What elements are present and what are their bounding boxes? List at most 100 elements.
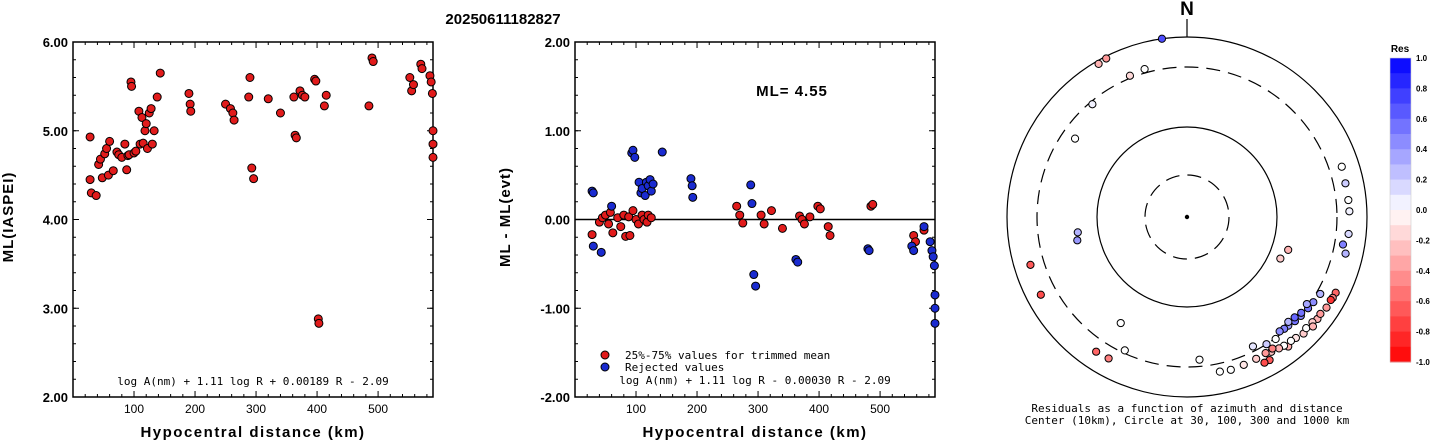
res-xtick-label: 200 <box>687 402 707 416</box>
station-residual-point <box>1286 336 1296 345</box>
ml-vs-distance-points <box>85 53 438 328</box>
ml-point-red <box>249 174 259 184</box>
ml-point-red <box>275 108 285 118</box>
ml-point-red <box>122 165 132 175</box>
ml-point-red <box>291 133 301 143</box>
colorbar-tick-label: 0.6 <box>1416 115 1428 124</box>
ring-300km <box>1036 66 1338 368</box>
ml-point-red <box>147 139 157 149</box>
res-point-blue <box>640 191 650 201</box>
colorbar-tick-label: 1.0 <box>1416 54 1428 63</box>
colorbar-segment <box>1390 194 1411 211</box>
colorbar-segment <box>1390 73 1411 89</box>
ml-xtick-label: 300 <box>246 402 266 416</box>
station-residual-point <box>1226 365 1235 374</box>
colorbar-tick-label: -0.8 <box>1416 328 1430 337</box>
map-caption-line1: Residuals as a function of azimuth and d… <box>1031 402 1342 415</box>
res-point-red <box>628 206 638 216</box>
res-point-blue <box>747 199 757 209</box>
station-residual-point <box>1252 354 1261 363</box>
res-point-blue <box>749 270 759 280</box>
station-residual-point <box>1341 249 1350 258</box>
colorbar-segment <box>1390 103 1411 120</box>
legend-red-label: 25%-75% values for trimmed mean <box>625 349 830 362</box>
station-residual-point <box>1036 290 1045 299</box>
res-ytick-label: -2.00 <box>540 390 570 405</box>
station-residual-point <box>1120 346 1129 355</box>
ml-ytick-label: 6.00 <box>43 35 68 50</box>
ml-xtick-label: 400 <box>307 402 327 416</box>
magnitude-annotation: ML= 4.55 <box>756 83 828 100</box>
ml-point-red <box>244 92 254 102</box>
res-point-blue <box>925 237 935 247</box>
res-point-red <box>625 230 635 240</box>
res-ytick-label: 2.00 <box>545 35 570 50</box>
res-point-blue <box>930 318 940 328</box>
north-label: N <box>1180 0 1194 20</box>
station-residual-point <box>1268 344 1277 353</box>
station-residual-point <box>1316 289 1325 299</box>
ml-vs-distance-axes: 100 200 300 400 500 2.00 3.00 4.00 5.00 6.00 <box>43 35 434 416</box>
residual-formula: log A(nm) + 1.11 log R - 0.00030 R - 2.0… <box>619 374 891 387</box>
station-residual-point <box>1344 195 1353 205</box>
ml-point-red <box>289 92 299 102</box>
colorbar-frame <box>1389 57 1412 363</box>
ml-point-red <box>247 163 257 173</box>
ml-point-red <box>417 64 427 74</box>
station-residual-point <box>1302 324 1311 333</box>
station-residual-point <box>1284 245 1293 254</box>
colorbar-segment <box>1390 179 1411 196</box>
res-point-blue <box>746 180 756 190</box>
station-residual-point <box>1326 295 1335 305</box>
res-point-red <box>815 204 825 214</box>
station-residual-point <box>1215 367 1224 376</box>
ml-vs-distance-ylabel: ML(IASPEI) <box>0 172 17 263</box>
station-residual-point <box>1125 71 1135 80</box>
res-point-blue <box>919 222 929 232</box>
res-ytick-label: -1.00 <box>540 301 570 316</box>
ml-point-red <box>428 139 438 149</box>
res-point-red <box>608 228 618 238</box>
colorbar-tick-label: 0.8 <box>1416 84 1428 93</box>
ml-point-red <box>368 57 378 67</box>
ring-30km <box>1144 174 1230 260</box>
station-residual-point <box>1344 229 1353 239</box>
residual-vs-distance-chart: 100 200 300 400 500 -2.00 -1.00 0.00 1.00 2.00 ML… <box>497 35 940 441</box>
res-point-blue <box>630 152 640 162</box>
colorbar-segment <box>1390 134 1411 150</box>
ring-100km <box>1096 126 1278 308</box>
res-xtick-label: 500 <box>870 402 890 416</box>
station-residual-point <box>1341 179 1350 188</box>
ml-point-red <box>141 119 151 129</box>
res-point-red <box>823 222 833 232</box>
ml-point-red <box>426 77 436 87</box>
ml-xtick-label: 500 <box>368 402 388 416</box>
res-point-red <box>756 210 766 220</box>
res-point-red <box>738 218 748 228</box>
station-residual-point <box>1290 313 1299 322</box>
res-point-blue <box>909 246 919 256</box>
res-point-blue <box>929 261 939 271</box>
res-point-red <box>587 230 597 240</box>
station-residual-point <box>1195 355 1204 364</box>
ml-point-red <box>245 73 255 82</box>
distance-rings <box>1006 19 1368 398</box>
res-point-red <box>735 210 745 220</box>
station-residual-point <box>1070 134 1080 143</box>
figure-title: 20250611182827 <box>445 11 560 28</box>
station-residual-point <box>1140 65 1149 74</box>
res-point-red <box>732 201 742 211</box>
ml-point-red <box>186 106 196 116</box>
ml-point-red <box>405 73 415 82</box>
station-residual-point <box>1116 318 1125 328</box>
ml-point-red <box>105 136 115 146</box>
ml-point-red <box>263 94 273 104</box>
ml-point-red <box>155 68 165 78</box>
ml-point-red <box>146 104 156 114</box>
colorbar-tick-label: -0.4 <box>1416 267 1430 276</box>
station-residual-point <box>1261 349 1270 358</box>
ml-ytick-label: 2.00 <box>43 390 68 405</box>
ml-point-red <box>149 126 159 136</box>
station-residual-point <box>1088 100 1097 109</box>
res-point-blue <box>648 179 658 189</box>
